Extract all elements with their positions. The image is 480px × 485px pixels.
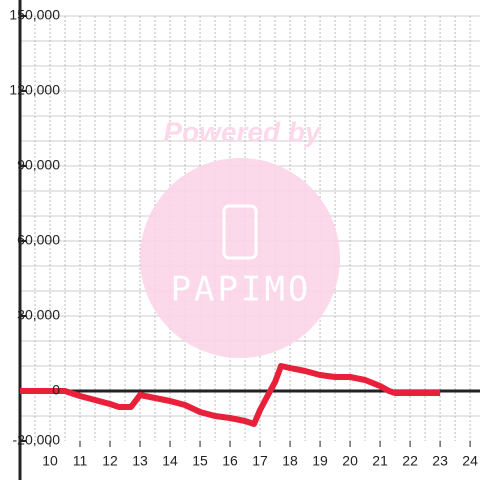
plot bbox=[18, 0, 480, 480]
x-tick-label: 19 bbox=[312, 453, 328, 469]
y-tick-label: 90,000 bbox=[17, 157, 60, 173]
watermark-text: Powered by bbox=[163, 116, 322, 147]
x-tick-label: 20 bbox=[342, 453, 358, 469]
y-tick-label: 60,000 bbox=[17, 232, 60, 248]
y-tick-label: -20,000 bbox=[13, 432, 61, 448]
y-tick-label: 150,000 bbox=[9, 7, 60, 23]
x-tick-label: 11 bbox=[73, 453, 88, 469]
x-tick-label: 10 bbox=[42, 453, 58, 469]
y-tick-label: 30,000 bbox=[17, 307, 60, 323]
y-tick-label: 0 bbox=[52, 382, 60, 398]
x-tick-label: 12 bbox=[102, 453, 118, 469]
x-tick-label: 24 bbox=[462, 453, 478, 469]
x-tick-label: 13 bbox=[132, 453, 148, 469]
x-tick-label: 18 bbox=[282, 453, 298, 469]
x-tick-label: 14 bbox=[162, 453, 178, 469]
y-tick-label: 120,000 bbox=[9, 82, 60, 98]
x-tick-label: 15 bbox=[192, 453, 208, 469]
data-line bbox=[20, 363, 441, 427]
x-tick-label: 23 bbox=[432, 453, 448, 469]
x-tick-label: 21 bbox=[372, 453, 388, 469]
x-tick-label: 22 bbox=[402, 453, 418, 469]
watermark: Powered by PAPIMO bbox=[140, 116, 340, 358]
watermark-logo: PAPIMO bbox=[171, 270, 312, 310]
watermark-icon bbox=[222, 204, 258, 260]
x-tick-label: 16 bbox=[222, 453, 238, 469]
x-tick-label: 17 bbox=[252, 453, 268, 469]
